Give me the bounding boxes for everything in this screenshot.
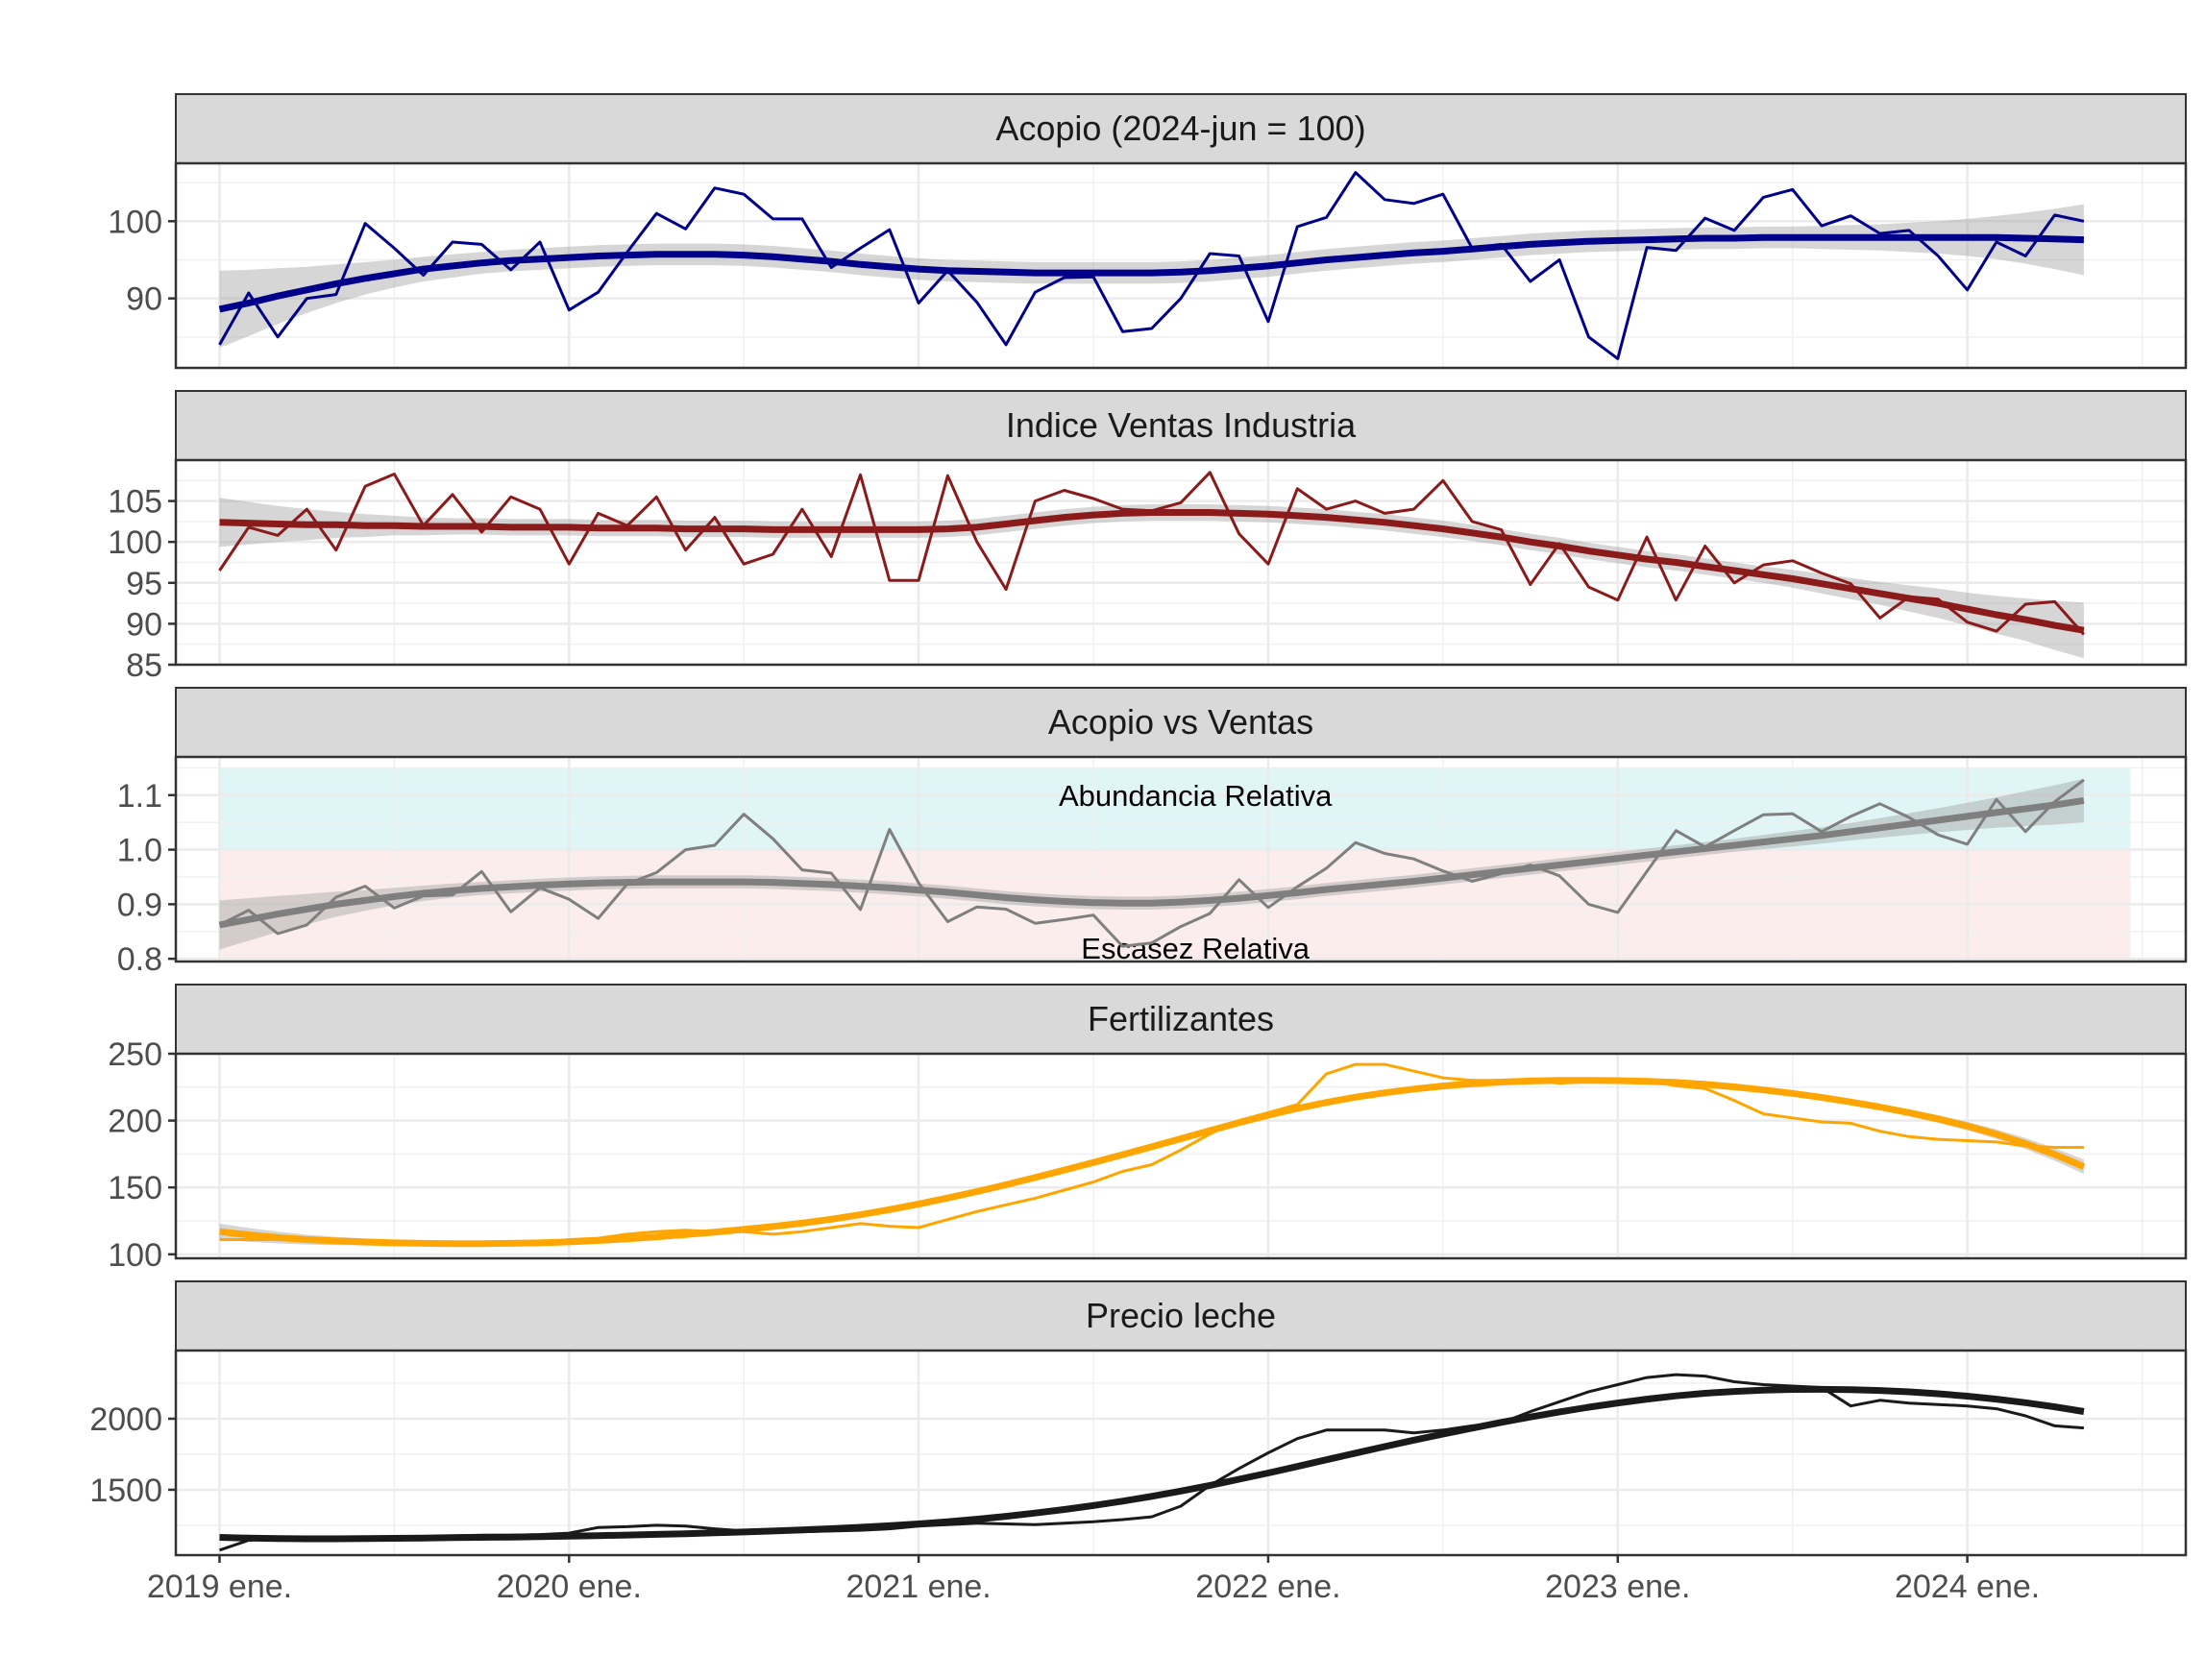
facet-strip bbox=[175, 984, 2187, 1055]
trend-line bbox=[219, 509, 2085, 634]
y-tick-label: 0.8 bbox=[117, 941, 162, 978]
panel-background bbox=[176, 1054, 2186, 1258]
panel-border bbox=[174, 755, 2188, 963]
y-tick-label: 1.0 bbox=[117, 833, 162, 869]
x-tick-label: 2021 ene. bbox=[845, 1569, 991, 1605]
panel-border bbox=[174, 458, 2188, 667]
series-line bbox=[218, 171, 2085, 360]
trend-line bbox=[218, 796, 2085, 929]
facet-strip bbox=[175, 390, 2187, 461]
y-tick-label: 105 bbox=[108, 484, 162, 521]
y-tick-label: 100 bbox=[108, 204, 162, 240]
y-tick-label: 0.9 bbox=[117, 887, 162, 923]
facet-strip bbox=[175, 93, 2187, 164]
y-tick-label: 1500 bbox=[89, 1473, 162, 1509]
panel-border bbox=[174, 1349, 2188, 1557]
x-tick-label: 2023 ene. bbox=[1545, 1569, 1690, 1605]
zone-label: Escasez Relativa bbox=[1081, 932, 1311, 965]
facet-title: Fertilizantes bbox=[1088, 999, 1274, 1038]
y-tick-label: 2000 bbox=[89, 1401, 162, 1438]
facet-title: Acopio (2024-jun = 100) bbox=[995, 109, 1365, 148]
trend-line bbox=[218, 233, 2084, 313]
x-axis: 2019 ene. 2020 ene. 2021 ene. 2022 ene. 2023… bbox=[147, 1555, 2040, 1605]
zone-label: Abundancia Relativa bbox=[1059, 779, 1333, 813]
facet-title: Acopio vs Ventas bbox=[1048, 702, 1313, 742]
facet-strip bbox=[175, 687, 2187, 758]
facet-title: Indice Ventas Industria bbox=[1006, 405, 1357, 445]
facet-title: Precio leche bbox=[1086, 1296, 1276, 1335]
trend-line bbox=[219, 1385, 2085, 1543]
x-tick-label: 2019 ene. bbox=[147, 1569, 292, 1605]
facet-strip bbox=[175, 1280, 2187, 1351]
x-tick-label: 2024 ene. bbox=[1895, 1569, 2040, 1605]
y-tick-label: 150 bbox=[108, 1170, 162, 1206]
y-tick-label: 90 bbox=[126, 606, 162, 643]
y-tick-label: 1.1 bbox=[117, 778, 162, 815]
panel-border bbox=[174, 1052, 2188, 1260]
panel-background bbox=[176, 163, 2186, 368]
y-tick-label: 250 bbox=[108, 1036, 162, 1073]
y-tick-label: 85 bbox=[126, 647, 162, 684]
y-tick-label: 100 bbox=[108, 524, 162, 561]
series-line bbox=[218, 778, 2085, 948]
x-tick-label: 2020 ene. bbox=[497, 1569, 642, 1605]
x-tick-label: 2022 ene. bbox=[1195, 1569, 1340, 1605]
facet-panels: Acopio (2024-jun = 100) 90 100 Indice Venta… bbox=[89, 93, 2188, 1557]
panel-border bbox=[174, 161, 2188, 370]
y-tick-label: 200 bbox=[108, 1104, 162, 1140]
panel-background bbox=[176, 1351, 2186, 1555]
y-tick-label: 90 bbox=[126, 281, 162, 318]
y-tick-label: 100 bbox=[108, 1237, 162, 1274]
y-tick-label: 95 bbox=[126, 566, 162, 602]
trend-line bbox=[219, 1077, 2086, 1248]
